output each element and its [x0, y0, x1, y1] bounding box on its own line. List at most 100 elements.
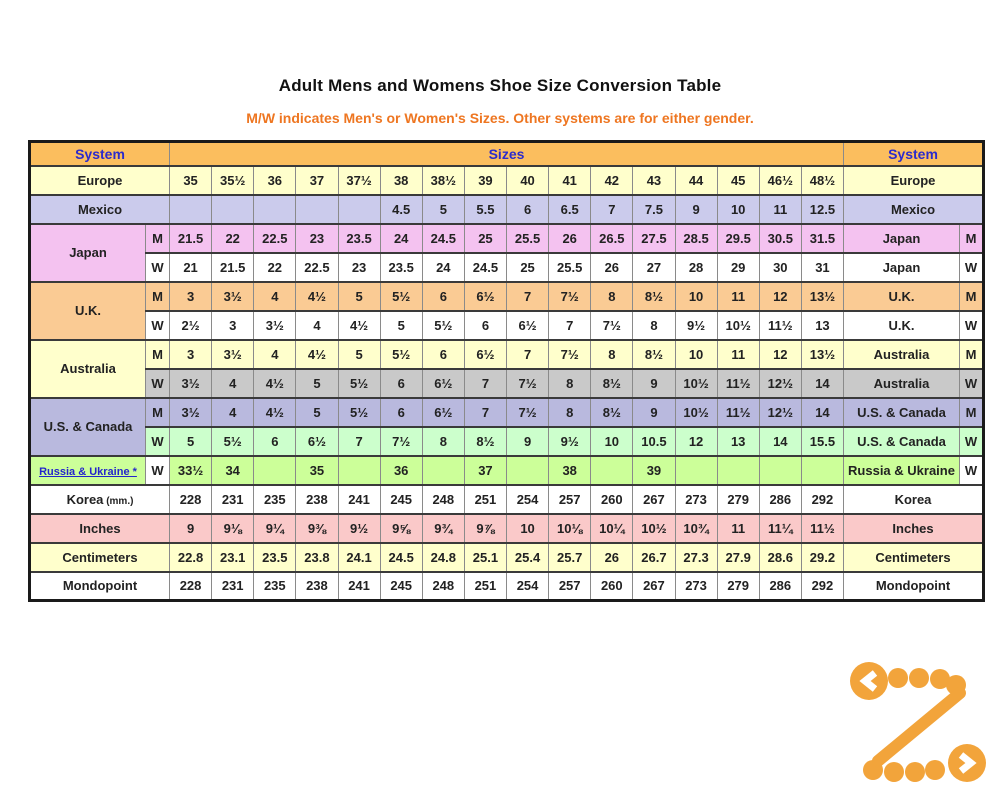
system-label-right: Mondopoint — [843, 570, 984, 601]
size-cell: 22 — [253, 251, 296, 282]
size-cell: 25.5 — [505, 222, 549, 253]
size-cell — [211, 193, 254, 224]
size-cell: 27.9 — [716, 541, 760, 572]
size-cell: 5 — [337, 338, 381, 369]
system-label-right: Mexico — [843, 193, 984, 224]
size-cell: 9½ — [548, 425, 591, 456]
size-cell: 13 — [800, 309, 844, 340]
size-cell: 4 — [211, 367, 254, 398]
size-cell: 6 — [379, 367, 423, 398]
mw-cell: W — [145, 454, 170, 485]
size-cell: 23.8 — [295, 541, 338, 572]
size-cell: 24.5 — [463, 251, 507, 282]
size-cell: 4½ — [295, 338, 338, 369]
size-cell: 231 — [211, 483, 254, 514]
mw-cell: W — [959, 367, 984, 398]
system-header-right: System — [843, 141, 984, 166]
size-cell: 9 — [632, 367, 675, 398]
system-label-left: Inches — [29, 512, 170, 543]
table-row: W 2½ 3 3½ 4 4½ 5 5½ 6 6½ 7 7½ 8 9½ 10½ 11½ 13 U.K. W — [30, 309, 984, 340]
mw-cell: M — [959, 222, 984, 253]
size-cell: 9½ — [674, 309, 718, 340]
size-cell: 5½ — [379, 338, 423, 369]
size-cell: 6 — [421, 338, 465, 369]
table-row: Europe 35 35½ 36 37 37½ 38 38½ 39 40 41 42 43 44 45 46½… — [29, 164, 984, 195]
size-cell: 31 — [800, 251, 844, 282]
size-cell: 12 — [674, 425, 718, 456]
size-cell: 22.8 — [168, 541, 212, 572]
size-cell: 6 — [379, 396, 423, 427]
size-cell: 24.5 — [421, 222, 465, 253]
russia-ukraine-link[interactable]: Russia & Ukraine * — [39, 465, 137, 478]
shoe-size-conversion-table: System Sizes System Europe 35 35½ 36 37 37½ 38… — [28, 140, 985, 602]
size-cell: 3 — [211, 309, 254, 340]
size-cell: 4 — [253, 338, 296, 369]
size-cell: 4½ — [337, 309, 381, 340]
size-cell: 25.7 — [548, 541, 591, 572]
size-cell: 38 — [548, 454, 591, 485]
table-row: Mexico 4.5 5 5.5 6 6.5 7 7.5 9 10 11 12.5 Mexico — [29, 193, 984, 224]
size-cell: 13 — [716, 425, 760, 456]
size-cell: 292 — [800, 483, 844, 514]
size-cell: 257 — [548, 483, 591, 514]
size-cell: 5 — [168, 425, 212, 456]
size-cell: 5½ — [421, 309, 465, 340]
mw-cell: W — [959, 309, 984, 340]
size-cell: 24.5 — [379, 541, 423, 572]
page-title: Adult Mens and Womens Shoe Size Conversi… — [278, 76, 722, 95]
size-cell: 7 — [337, 425, 381, 456]
size-cell: 27 — [632, 251, 675, 282]
system-header-left: System — [29, 141, 170, 166]
size-cell: 4 — [295, 309, 338, 340]
size-cell: 5½ — [211, 425, 254, 456]
size-cell: 8 — [548, 396, 591, 427]
size-cell: 267 — [632, 483, 675, 514]
system-label-right: Korea — [843, 483, 984, 514]
size-cell: 251 — [463, 483, 507, 514]
system-label-left: U.S. & Canada — [29, 396, 146, 456]
size-cell: 9⅛ — [211, 512, 254, 543]
table-row: Centimeters 22.8 23.1 23.5 23.8 24.1 24.5 24.8 2… — [29, 541, 984, 572]
size-cell: 235 — [253, 570, 296, 601]
size-cell: 286 — [758, 570, 802, 601]
size-cell: 5½ — [337, 367, 381, 398]
size-cell: 11½ — [716, 367, 760, 398]
size-cell: 4 — [211, 396, 254, 427]
size-cell: 3 — [168, 338, 212, 369]
size-cell: 254 — [505, 570, 549, 601]
size-cell: 8 — [421, 425, 465, 456]
size-cell: 41 — [548, 164, 591, 195]
size-cell: 8½ — [632, 338, 675, 369]
size-cell: 36 — [379, 454, 423, 485]
dotted-z-logo-icon — [850, 662, 986, 782]
size-cell: 6½ — [505, 309, 549, 340]
size-cell: 12 — [758, 280, 802, 311]
size-cell: 12 — [758, 338, 802, 369]
size-cell: 5 — [295, 367, 338, 398]
size-cell: 9 — [674, 193, 718, 224]
size-cell: 7 — [463, 396, 507, 427]
size-cell: 38½ — [421, 164, 465, 195]
size-cell: 39 — [463, 164, 507, 195]
mw-cell: W — [145, 425, 170, 456]
system-label-right: Europe — [843, 164, 984, 195]
size-cell: 25.5 — [548, 251, 591, 282]
size-cell: 26.7 — [632, 541, 675, 572]
size-cell: 22 — [211, 222, 254, 253]
size-cell: 45 — [716, 164, 760, 195]
size-cell: 25.4 — [505, 541, 549, 572]
size-cell: 25 — [505, 251, 549, 282]
size-cell: 29 — [716, 251, 760, 282]
size-cell: 245 — [379, 483, 423, 514]
sizes-header: Sizes — [169, 141, 844, 166]
size-cell: 11 — [716, 338, 760, 369]
size-cell: 10 — [590, 425, 633, 456]
mw-cell: M — [145, 222, 170, 253]
size-cell: 273 — [674, 483, 718, 514]
system-label-left: Mondopoint — [29, 570, 170, 601]
size-cell: 10¼ — [590, 512, 633, 543]
system-label-left: Japan — [29, 222, 146, 282]
table-row: Russia & Ukraine * W 33½ 34 35 36 37 38 39 Russia… — [29, 454, 984, 485]
table-row: W 3½ 4 4½ 5 5½ 6 6½ 7 7½ 8 8½ 9 10½ 11½ 12½ 14 Australia W — [30, 367, 984, 398]
